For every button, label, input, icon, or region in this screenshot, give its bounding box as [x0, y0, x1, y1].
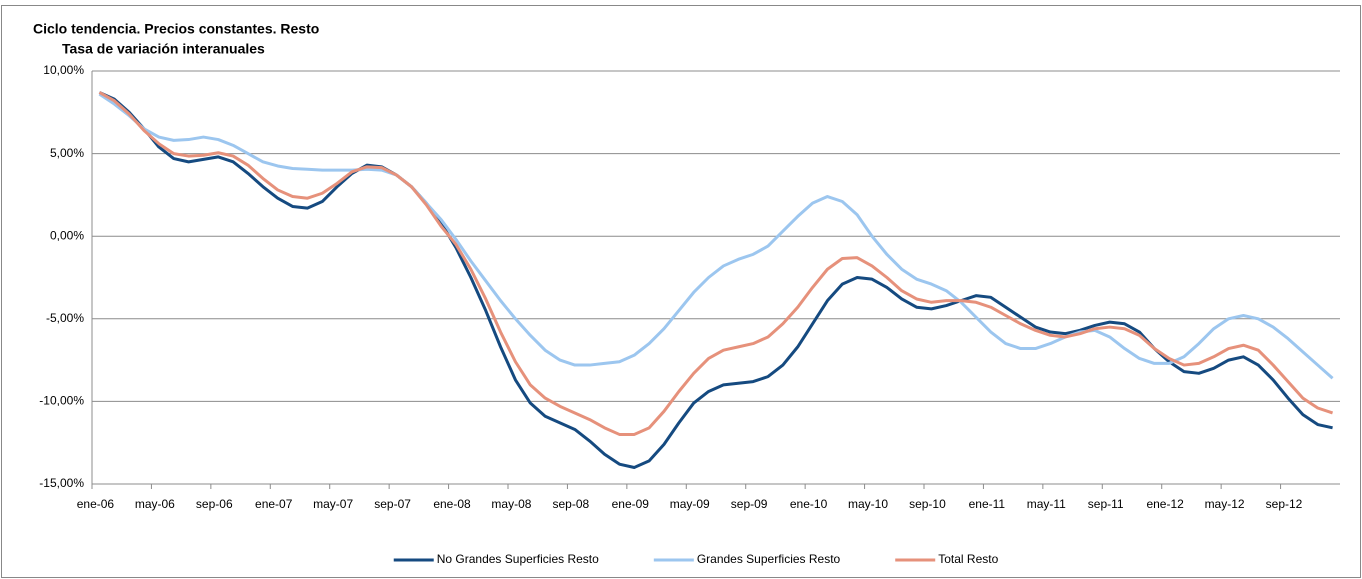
- x-tick-label: may-06: [135, 497, 175, 511]
- x-tick-label: may-11: [1027, 497, 1066, 511]
- x-tick-label: ene-12: [1146, 497, 1184, 511]
- legend-label: Total Resto: [938, 552, 998, 566]
- x-tick-label: sep-06: [196, 497, 233, 511]
- x-tick-label: sep-11: [1088, 497, 1124, 511]
- x-tick-label: may-08: [491, 497, 531, 511]
- chart-subtitle: Tasa de variación interanuales: [62, 41, 265, 57]
- chart-title: Ciclo tendencia. Precios constantes. Res…: [33, 21, 319, 37]
- chart-frame: [1, 5, 1361, 578]
- y-tick-label: -5,00%: [46, 311, 84, 325]
- x-tick-label: may-09: [670, 497, 710, 511]
- x-tick-label: sep-10: [909, 497, 946, 511]
- x-tick-label: ene-10: [790, 497, 828, 511]
- x-tick-label: sep-08: [553, 497, 590, 511]
- y-tick-label: -10,00%: [39, 394, 84, 408]
- x-tick-label: ene-06: [77, 497, 115, 511]
- x-tick-label: ene-07: [255, 497, 293, 511]
- y-tick-label: -15,00%: [39, 476, 84, 490]
- series-line: [98, 91, 1334, 436]
- series-line: [98, 92, 1334, 380]
- x-tick-label: sep-12: [1266, 497, 1303, 511]
- x-tick-label: ene-08: [433, 497, 471, 511]
- x-tick-label: sep-09: [731, 497, 768, 511]
- x-tick-label: ene-11: [969, 497, 1006, 511]
- x-tick-label: may-07: [313, 497, 353, 511]
- series-line: [98, 91, 1333, 469]
- x-tick-label: ene-09: [612, 497, 650, 511]
- x-tick-label: may-12: [1205, 497, 1245, 511]
- y-tick-label: 5,00%: [50, 146, 84, 160]
- x-tick-label: may-10: [848, 497, 888, 511]
- y-tick-label: 0,00%: [50, 228, 84, 242]
- y-tick-label: 10,00%: [43, 63, 84, 77]
- legend-label: No Grandes Superficies Resto: [437, 552, 599, 566]
- x-tick-label: sep-07: [374, 497, 411, 511]
- legend-label: Grandes Superficies Resto: [697, 552, 841, 566]
